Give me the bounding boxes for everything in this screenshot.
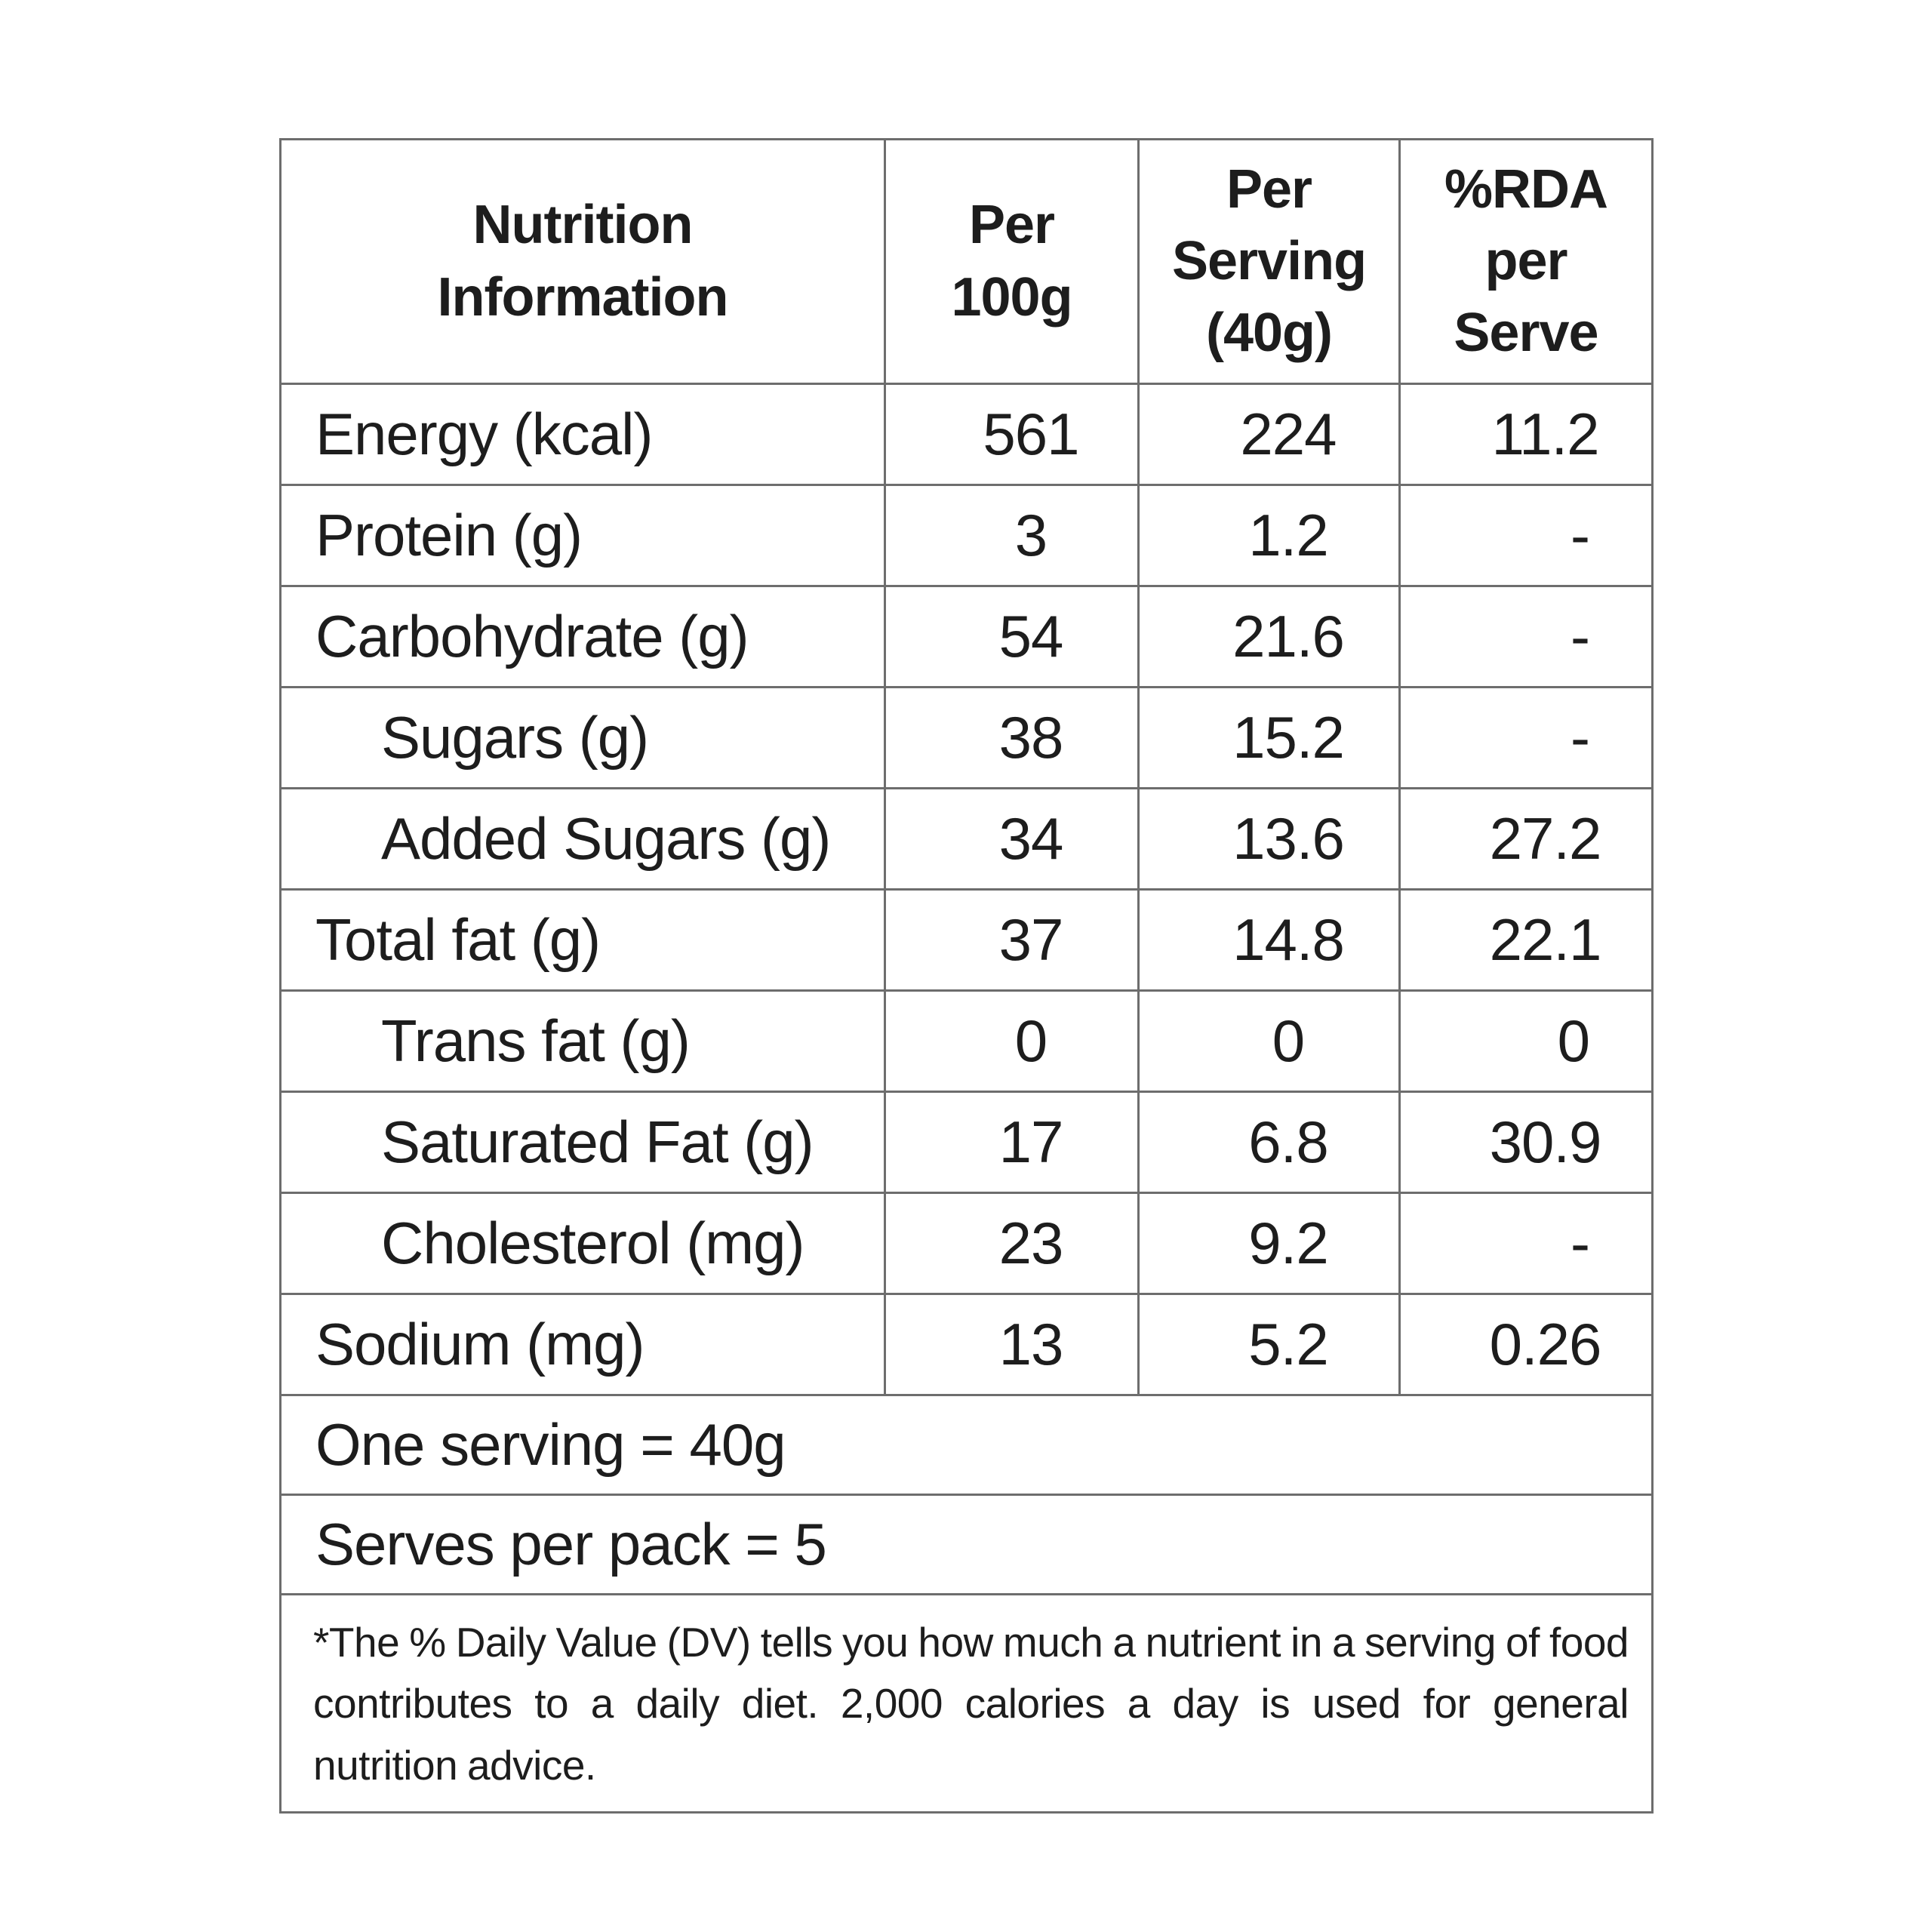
per-serving-value: 5.2 xyxy=(1137,1293,1401,1396)
rda-value: 11.2 xyxy=(1398,383,1654,486)
serving-size-note: One serving = 40g xyxy=(279,1394,1654,1496)
nutrient-label: Saturated Fat (g) xyxy=(279,1091,886,1194)
nutrient-label: Energy (kcal) xyxy=(279,383,886,486)
per-serving-value: 0 xyxy=(1137,989,1401,1093)
nutrient-row-added-sugars: Added Sugars (g) 34 13.6 27.2 xyxy=(279,787,1654,891)
nutrient-row-saturated-fat: Saturated Fat (g) 17 6.8 30.9 xyxy=(279,1091,1654,1194)
per-100g-value: 561 xyxy=(884,383,1140,486)
nutrient-row-sugars: Sugars (g) 38 15.2 - xyxy=(279,686,1654,789)
rda-value: - xyxy=(1398,686,1654,789)
per-serving-value: 21.6 xyxy=(1137,585,1401,688)
nutrient-row-sodium: Sodium (mg) 13 5.2 0.26 xyxy=(279,1293,1654,1396)
footnote-row: *The % Daily Value (DV) tells you how mu… xyxy=(279,1592,1654,1814)
nutrient-label: Sodium (mg) xyxy=(279,1293,886,1396)
per-serving-value: 224 xyxy=(1137,383,1401,486)
per-100g-value: 3 xyxy=(884,484,1140,587)
nutrient-row-total-fat: Total fat (g) 37 14.8 22.1 xyxy=(279,888,1654,992)
nutrition-table: Nutrition Information Per 100g Per Servi… xyxy=(279,138,1654,1814)
rda-value: - xyxy=(1398,484,1654,587)
serving-size-row: One serving = 40g xyxy=(279,1394,1654,1496)
per-100g-value: 17 xyxy=(884,1091,1140,1194)
nutrient-row-protein: Protein (g) 3 1.2 - xyxy=(279,484,1654,587)
per-serving-value: 6.8 xyxy=(1137,1091,1401,1194)
nutrient-label: Protein (g) xyxy=(279,484,886,587)
header-per-serving: Per Serving (40g) xyxy=(1137,138,1401,385)
nutrient-row-cholesterol: Cholesterol (mg) 23 9.2 - xyxy=(279,1192,1654,1295)
header-nutrition-information: Nutrition Information xyxy=(279,138,886,385)
nutrient-label: Sugars (g) xyxy=(279,686,886,789)
nutrient-row-trans-fat: Trans fat (g) 0 0 0 xyxy=(279,989,1654,1093)
nutrient-row-carbohydrate: Carbohydrate (g) 54 21.6 - xyxy=(279,585,1654,688)
per-serving-value: 13.6 xyxy=(1137,787,1401,891)
nutrient-label: Added Sugars (g) xyxy=(279,787,886,891)
rda-value: 30.9 xyxy=(1398,1091,1654,1194)
per-100g-value: 13 xyxy=(884,1293,1140,1396)
per-serving-value: 14.8 xyxy=(1137,888,1401,992)
per-100g-value: 0 xyxy=(884,989,1140,1093)
nutrient-label: Total fat (g) xyxy=(279,888,886,992)
per-serving-value: 1.2 xyxy=(1137,484,1401,587)
rda-value: 0 xyxy=(1398,989,1654,1093)
daily-value-footnote: *The % Daily Value (DV) tells you how mu… xyxy=(279,1592,1654,1814)
rda-value: 0.26 xyxy=(1398,1293,1654,1396)
serves-per-pack-row: Serves per pack = 5 xyxy=(279,1494,1654,1595)
nutrient-label: Trans fat (g) xyxy=(279,989,886,1093)
rda-value: - xyxy=(1398,585,1654,688)
per-100g-value: 23 xyxy=(884,1192,1140,1295)
header-row: Nutrition Information Per 100g Per Servi… xyxy=(279,138,1654,385)
per-100g-value: 54 xyxy=(884,585,1140,688)
per-100g-value: 37 xyxy=(884,888,1140,992)
per-serving-value: 9.2 xyxy=(1137,1192,1401,1295)
nutrient-row-energy: Energy (kcal) 561 224 11.2 xyxy=(279,383,1654,486)
rda-value: 22.1 xyxy=(1398,888,1654,992)
nutrient-label: Cholesterol (mg) xyxy=(279,1192,886,1295)
rda-value: - xyxy=(1398,1192,1654,1295)
serves-per-pack-note: Serves per pack = 5 xyxy=(279,1494,1654,1595)
per-100g-value: 38 xyxy=(884,686,1140,789)
nutrient-label: Carbohydrate (g) xyxy=(279,585,886,688)
per-serving-value: 15.2 xyxy=(1137,686,1401,789)
header-rda-per-serve: %RDA per Serve xyxy=(1398,138,1654,385)
header-per-100g: Per 100g xyxy=(884,138,1140,385)
rda-value: 27.2 xyxy=(1398,787,1654,891)
per-100g-value: 34 xyxy=(884,787,1140,891)
